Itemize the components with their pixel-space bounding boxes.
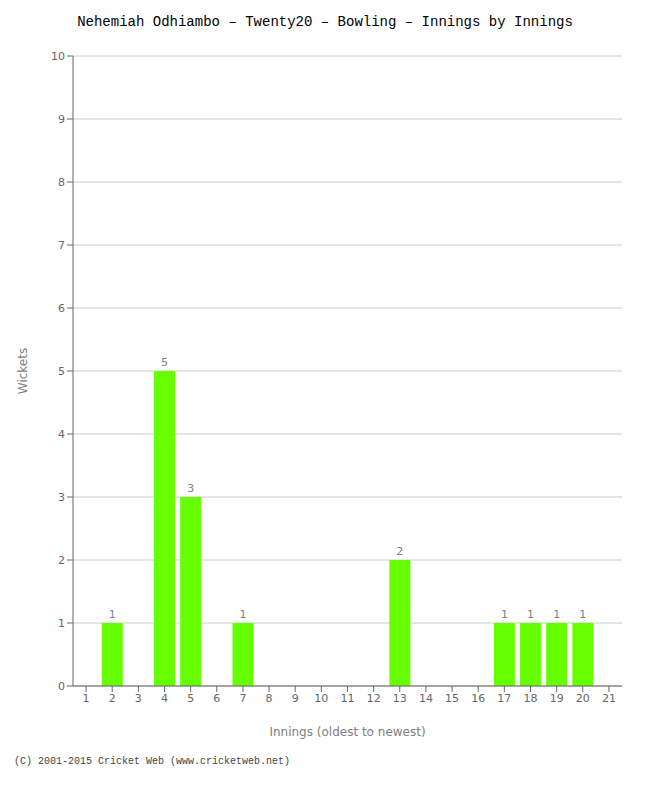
svg-text:1: 1 [109,608,116,621]
svg-text:4: 4 [161,692,168,705]
svg-text:1: 1 [239,608,246,621]
svg-text:3: 3 [187,482,194,495]
svg-text:7: 7 [58,239,65,252]
svg-text:3: 3 [135,692,142,705]
svg-text:21: 21 [602,692,616,705]
svg-text:1: 1 [501,608,508,621]
svg-text:Wickets: Wickets [16,348,30,394]
svg-text:8: 8 [266,692,273,705]
svg-text:1: 1 [58,617,65,630]
svg-text:16: 16 [471,692,485,705]
svg-text:3: 3 [58,491,65,504]
html-text:Nehemiah Odhiambo – Twenty20 –: Nehemiah Odhiambo – Twenty20 – Bowling –… [77,14,573,30]
svg-text:5: 5 [187,692,194,705]
svg-text:Innings (oldest to newest): Innings (oldest to newest) [269,725,425,739]
svg-text:19: 19 [550,692,564,705]
svg-text:7: 7 [239,692,246,705]
svg-text:12: 12 [367,692,381,705]
svg-text:4: 4 [58,428,65,441]
svg-text:6: 6 [58,302,65,315]
svg-text:15: 15 [445,692,459,705]
svg-text:1: 1 [579,608,586,621]
svg-text:5: 5 [161,356,168,369]
svg-text:1: 1 [83,692,90,705]
svg-text:1: 1 [553,608,560,621]
svg-text:2: 2 [396,545,403,558]
svg-text:13: 13 [393,692,407,705]
svg-text:11: 11 [341,692,355,705]
svg-text:0: 0 [58,680,65,693]
svg-text:10: 10 [314,692,328,705]
svg-text:10: 10 [51,50,65,63]
svg-text:1: 1 [527,608,534,621]
svg-text:5: 5 [58,365,65,378]
svg-text:18: 18 [524,692,538,705]
svg-text:8: 8 [58,176,65,189]
svg-text:14: 14 [419,692,433,705]
svg-text:2: 2 [58,554,65,567]
html-text:(C) 2001-2015 Cricket Web (www: (C) 2001-2015 Cricket Web (www.cricketwe… [14,756,290,767]
svg-text:6: 6 [213,692,220,705]
svg-text:9: 9 [292,692,299,705]
svg-text:17: 17 [497,692,511,705]
svg-text:20: 20 [576,692,590,705]
svg-text:2: 2 [109,692,116,705]
svg-text:9: 9 [58,113,65,126]
